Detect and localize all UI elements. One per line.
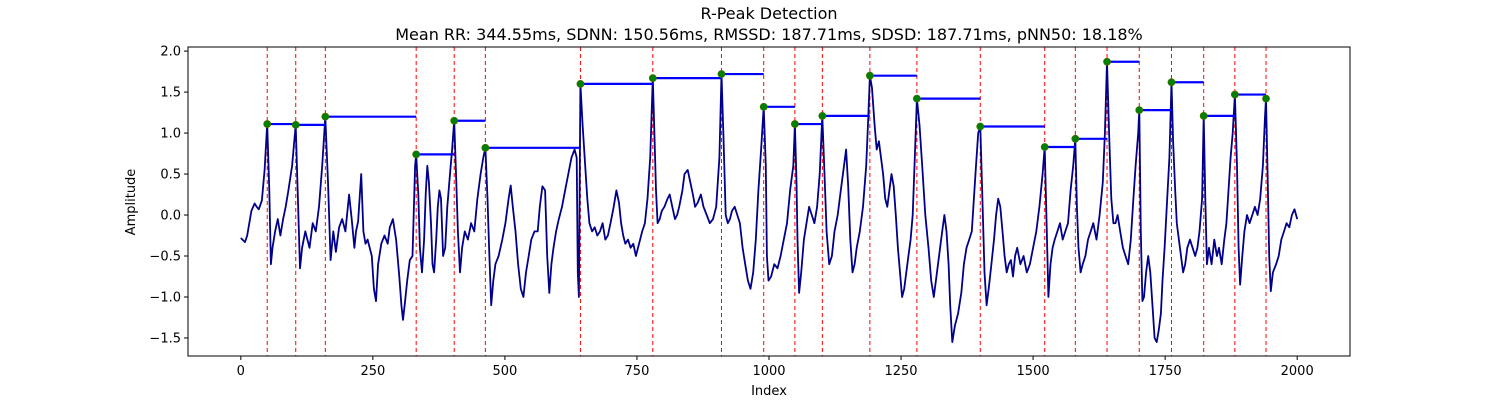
r-peak-marker-21 (1230, 90, 1239, 99)
x-axis-label: Index (751, 384, 787, 399)
y-axis-label: Amplitude (124, 169, 139, 236)
r-peak-marker-11 (818, 111, 827, 120)
y-tick-label-6: 1.5 (160, 86, 181, 101)
x-tick-label-6: 1500 (1017, 364, 1050, 379)
r-peak-marker-13 (912, 94, 921, 103)
r-peak-marker-17 (1103, 57, 1111, 66)
r-peak-marker-9 (759, 102, 768, 111)
r-peak-marker-7 (648, 74, 657, 83)
x-tick-label-4: 1000 (752, 364, 785, 379)
r-peak-marker-1 (291, 120, 300, 129)
plot-area (240, 47, 1299, 356)
x-tick-label-8: 2000 (1281, 364, 1314, 379)
r-peak-marker-8 (717, 70, 726, 78)
r-peak-marker-22 (1262, 94, 1270, 103)
r-peak-marker-20 (1199, 111, 1208, 120)
r-peak-marker-16 (1071, 134, 1080, 143)
r-peak-marker-14 (976, 122, 985, 131)
r-peak-marker-3 (412, 150, 421, 159)
x-tick-label-1: 250 (360, 364, 385, 379)
x-tick-label-0: 0 (237, 364, 245, 379)
x-tick-label-3: 750 (625, 364, 650, 379)
r-peak-marker-6 (576, 79, 585, 88)
r-peak-marker-19 (1167, 78, 1176, 87)
y-tick-label-1: −1.0 (149, 290, 181, 305)
r-peak-marker-4 (450, 116, 459, 125)
chart-title: R-Peak Detection (700, 4, 837, 23)
r-peak-marker-15 (1040, 143, 1049, 151)
y-tick-label-4: 0.5 (160, 168, 181, 183)
y-tick-label-3: 0.0 (160, 209, 181, 224)
r-peak-marker-12 (865, 71, 874, 80)
y-tick-label-7: 2.0 (160, 45, 181, 60)
y-tick-label-2: −0.5 (149, 250, 181, 265)
x-tick-label-7: 1750 (1149, 364, 1182, 379)
r-peak-marker-0 (263, 120, 272, 128)
ecg-signal-line (240, 60, 1299, 343)
r-peak-marker-5 (481, 143, 490, 152)
axis-ticks: 0 250 500 750 1000 1250 1500 1750 2000 −1.5 −1.0 −0… (149, 45, 1313, 379)
x-tick-label-5: 1250 (884, 364, 917, 379)
r-peak-marker-18 (1135, 106, 1144, 115)
y-tick-label-0: −1.5 (149, 331, 181, 346)
x-tick-label-2: 500 (492, 364, 517, 379)
r-peak-marker-2 (321, 112, 330, 121)
chart-subtitle: Mean RR: 344.55ms, SDNN: 150.56ms, RMSSD… (395, 25, 1143, 44)
r-peak-marker-10 (790, 120, 799, 128)
y-tick-label-5: 1.0 (160, 127, 181, 142)
